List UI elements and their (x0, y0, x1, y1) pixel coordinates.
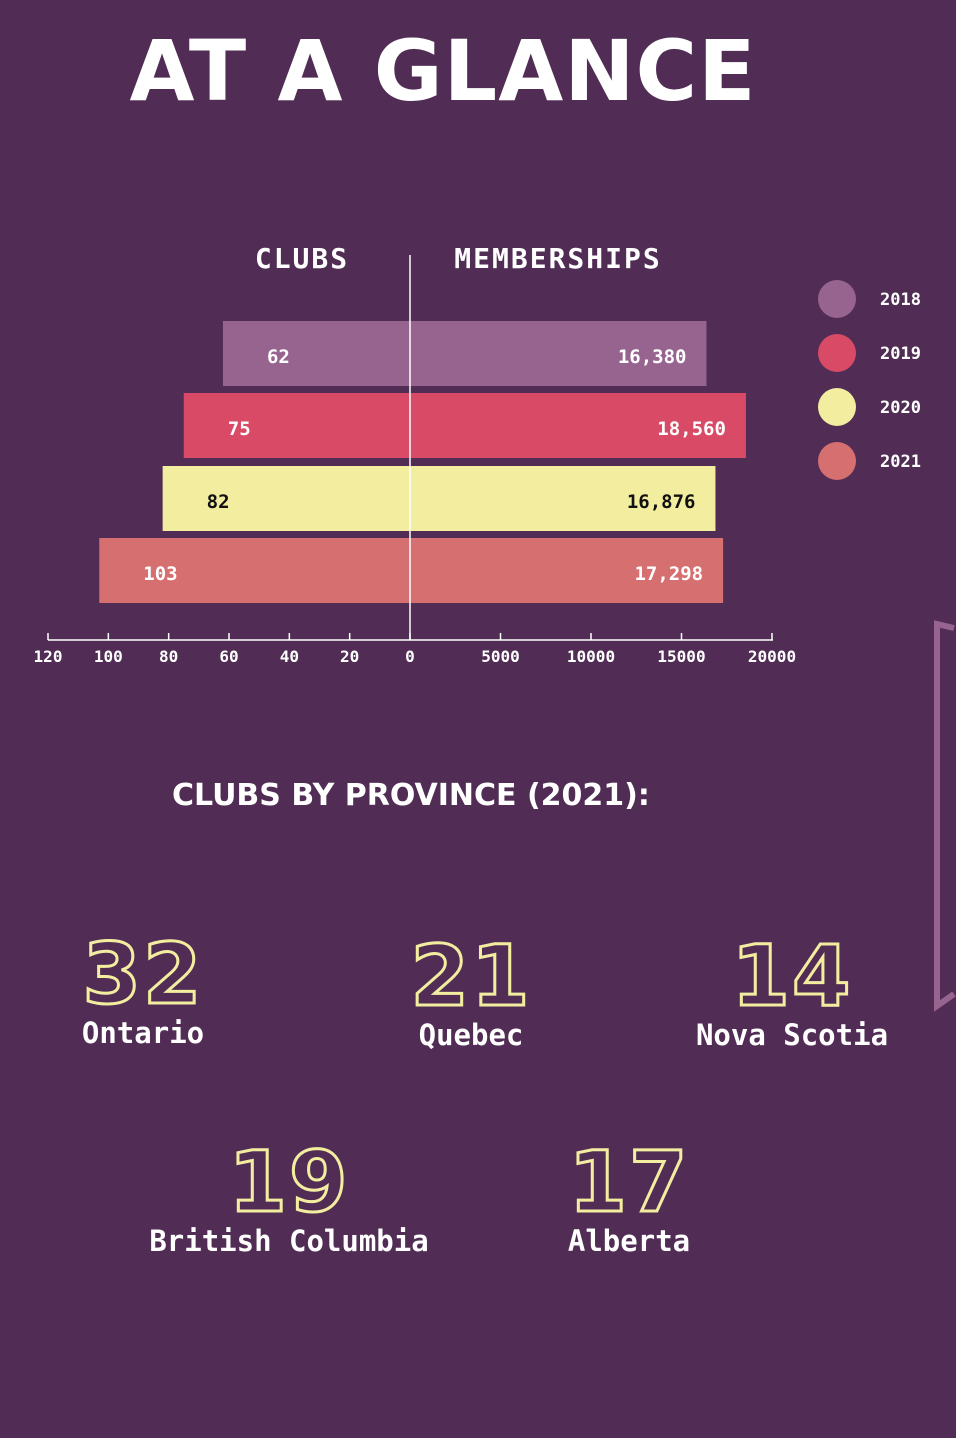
province-name: Quebec (418, 1018, 524, 1052)
x-tick-label: 15000 (657, 647, 705, 666)
legend-swatch-2019 (818, 334, 856, 372)
province-value: 17 (567, 1133, 690, 1231)
provinces-heading: CLUBS BY PROVINCE (2021): (172, 778, 650, 813)
legend-swatch-2018 (818, 280, 856, 318)
province-british-columbia: 19 British Columbia (139, 1133, 439, 1259)
memberships-bar-2018 (410, 321, 707, 386)
province-value: 14 (730, 927, 853, 1025)
x-tick-label: 100 (94, 647, 123, 666)
province-name: Ontario (81, 1016, 205, 1050)
x-tick-label: 120 (34, 647, 63, 666)
x-tick-label: 5000 (481, 647, 520, 666)
legend-label: 2018 (880, 290, 921, 310)
memberships-data-label: 18,560 (657, 418, 726, 440)
x-tick-label: 40 (280, 647, 299, 666)
province-value: 19 (227, 1133, 350, 1231)
memberships-data-label: 17,298 (634, 563, 703, 585)
province-alberta: 17 Alberta (479, 1133, 779, 1259)
province-value: 32 (81, 925, 204, 1023)
province-quebec: 21 Quebec (321, 927, 621, 1053)
memberships-bar-2020 (410, 466, 716, 531)
clubs-data-label: 103 (143, 563, 177, 585)
decorative-arrow-shape (934, 620, 956, 1012)
x-tick-label: 20000 (748, 647, 796, 666)
province-name: British Columbia (149, 1224, 429, 1258)
clubs-bar-2021 (99, 538, 411, 603)
province-value: 21 (409, 927, 532, 1025)
clubs-data-label: 82 (207, 491, 230, 513)
memberships-bar-2019 (410, 393, 746, 458)
province-name: Alberta (567, 1224, 691, 1258)
clubs-bar-2019 (183, 393, 410, 458)
x-tick-label: 60 (219, 647, 238, 666)
clubs-data-label: 75 (228, 418, 251, 440)
legend-swatch-2020 (818, 388, 856, 426)
left-panel-label: CLUBS (255, 242, 349, 275)
legend-swatch-2021 (818, 442, 856, 480)
clubs-bar-2020 (162, 466, 410, 531)
clubs-memberships-chart: CLUBS MEMBERSHIPS 62 16,380 75 18,560 82 16,876… (34, 242, 921, 666)
memberships-bar-2021 (410, 538, 724, 603)
legend-label: 2020 (880, 398, 921, 418)
page-title: AT A GLANCE (129, 22, 757, 120)
memberships-data-label: 16,380 (618, 346, 687, 368)
x-tick-label: 20 (340, 647, 359, 666)
legend-label: 2021 (880, 452, 921, 472)
province-name: Nova Scotia (695, 1018, 889, 1052)
memberships-data-label: 16,876 (627, 491, 696, 513)
province-nova-scotia: 14 Nova Scotia (642, 927, 942, 1053)
x-tick-label: 10000 (567, 647, 615, 666)
x-tick-label: 80 (159, 647, 178, 666)
x-tick-label: 0 (405, 647, 415, 666)
right-panel-label: MEMBERSHIPS (454, 242, 661, 275)
legend-label: 2019 (880, 344, 921, 364)
province-ontario: 32 Ontario (0, 925, 293, 1051)
clubs-bar-2018 (222, 321, 410, 386)
clubs-data-label: 62 (267, 346, 290, 368)
